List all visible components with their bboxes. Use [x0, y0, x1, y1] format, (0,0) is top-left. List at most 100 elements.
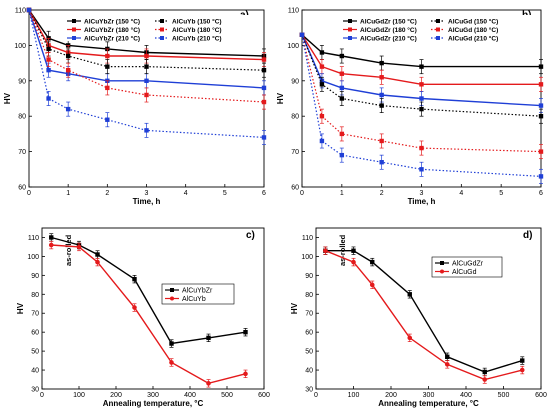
data-point	[243, 371, 248, 377]
x-tick-label: 2	[105, 190, 109, 197]
data-point	[538, 103, 544, 108]
data-point	[65, 53, 71, 59]
legend-entry-label: AlCuGdZr (150 °C)	[360, 17, 417, 25]
data-point	[538, 114, 544, 119]
y-tick-label: 30	[31, 387, 39, 394]
legend: AlCuGdZr (150 °C)AlCuGdZr (180 °C) AlCuGd…	[340, 15, 540, 42]
y-tick-label: 100	[287, 43, 299, 50]
data-point	[95, 252, 100, 257]
x-tick-label: 0	[300, 190, 304, 197]
y-tick-label: 110	[15, 8, 26, 15]
x-tick-label: 3	[145, 190, 149, 197]
legend-swatch-marker	[170, 288, 174, 292]
series-6	[26, 7, 267, 145]
legend-swatch-marker	[436, 19, 440, 23]
y-tick-label: 90	[291, 78, 299, 85]
chart-panel-3: 0 100 200 300 400 500 600 30 40 50 60 70 80 90 100 110 A…	[16, 227, 270, 408]
legend-swatch-marker	[160, 27, 164, 32]
series-2	[299, 32, 544, 92]
data-point	[105, 64, 110, 69]
x-tick-label: 0	[314, 392, 318, 399]
x-tick-label: 100	[348, 392, 360, 399]
data-point	[379, 60, 384, 66]
x-tick-label: 600	[535, 392, 547, 399]
data-point	[482, 377, 488, 382]
legend-entry-label: AlCuYbZr (180 °C)	[84, 26, 140, 34]
y-tick-label: 60	[291, 185, 299, 192]
series-line	[28, 9, 265, 138]
chart-panel-4: 0 100 200 300 400 500 600 30 40 50 60 70 80 90 100 110 A…	[290, 227, 547, 408]
legend-swatch-marker	[440, 269, 444, 274]
x-tick-label: 3	[420, 190, 424, 197]
legend-swatch-marker	[348, 19, 352, 23]
y-tick-label: 60	[31, 330, 39, 337]
data-point	[46, 67, 51, 73]
data-point	[339, 96, 345, 101]
data-point	[339, 71, 345, 76]
data-point	[339, 85, 345, 91]
data-point	[169, 341, 174, 346]
series-line	[28, 9, 265, 61]
data-point	[407, 292, 412, 297]
data-point	[319, 114, 325, 119]
data-point	[339, 152, 345, 158]
y-tick-label: 60	[305, 330, 313, 337]
data-point	[132, 305, 137, 310]
as-rolled-annotation: as-rolled	[64, 234, 73, 266]
data-point	[48, 242, 54, 248]
x-tick-label: 0	[27, 190, 31, 197]
data-point	[419, 167, 424, 172]
x-tick-label: 400	[460, 392, 472, 399]
legend-entry-label: AlCuGd (210 °C)	[448, 34, 498, 42]
data-point	[95, 259, 100, 265]
x-tick-label: 600	[258, 392, 270, 399]
legend: AlCuGdZr AlCuGd	[431, 256, 503, 278]
y-axis-label: HV	[3, 92, 12, 104]
data-point	[519, 367, 525, 373]
y-tick-label: 70	[305, 311, 313, 318]
x-tick-label: 200	[385, 392, 397, 399]
data-point	[243, 329, 248, 335]
data-point	[445, 354, 450, 359]
x-tick-label: 400	[184, 392, 196, 399]
data-point	[299, 32, 305, 37]
series-line	[28, 9, 265, 89]
y-tick-label: 80	[291, 114, 299, 121]
legend-swatch-marker	[72, 36, 76, 40]
y-tick-label: 110	[302, 235, 313, 242]
x-tick-label: 1	[340, 190, 344, 197]
series-2	[48, 240, 248, 388]
legend-entry-label: AlCuGdZr (180 °C)	[360, 26, 417, 34]
series-2	[323, 246, 525, 384]
data-point	[419, 96, 424, 101]
data-point	[65, 67, 71, 73]
legend-swatch-marker	[348, 27, 352, 32]
legend-swatch-marker	[72, 19, 76, 23]
data-point	[369, 282, 375, 288]
data-point	[65, 106, 71, 112]
y-tick-label: 90	[18, 78, 26, 85]
data-point	[319, 50, 325, 55]
legend-entry-label: AlCuYb (180 °C)	[172, 26, 222, 34]
data-point	[49, 235, 54, 240]
data-point	[206, 335, 211, 341]
data-point	[482, 369, 487, 375]
y-tick-label: 40	[305, 368, 313, 375]
legend-entry-label: AlCuYb (210 °C)	[172, 34, 222, 42]
legend-entry-label: AlCuYb	[182, 296, 206, 303]
data-point	[444, 362, 450, 367]
data-point	[105, 53, 110, 59]
data-point	[144, 128, 149, 133]
data-point	[419, 82, 424, 87]
x-tick-label: 5	[223, 190, 227, 197]
series-line	[301, 34, 542, 153]
data-point	[351, 259, 356, 265]
y-tick-label: 90	[31, 273, 39, 280]
data-point	[144, 64, 149, 69]
x-tick-label: 500	[221, 392, 233, 399]
legend-swatch-marker	[160, 36, 164, 40]
data-point	[379, 92, 384, 98]
x-axis-label: Annealing temperature, °C	[378, 399, 479, 408]
data-point	[261, 85, 267, 91]
data-point	[538, 82, 544, 87]
